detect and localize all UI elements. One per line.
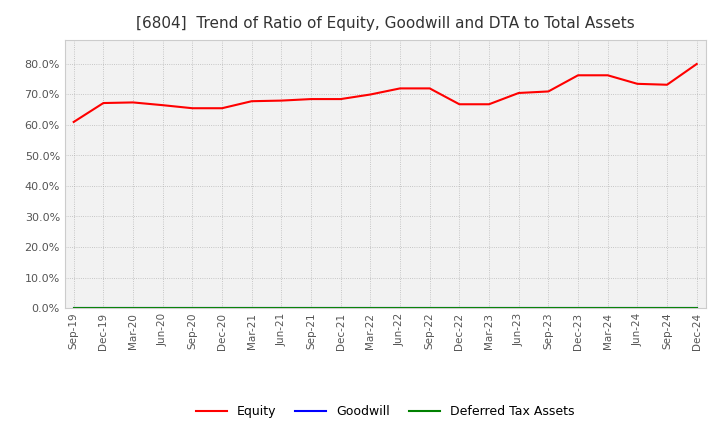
Equity <box>485 102 493 107</box>
Goodwill <box>485 305 493 311</box>
Deferred Tax Assets <box>336 305 345 311</box>
Deferred Tax Assets <box>485 305 493 311</box>
Equity <box>129 100 138 105</box>
Equity <box>158 103 167 108</box>
Equity <box>336 96 345 102</box>
Deferred Tax Assets <box>633 305 642 311</box>
Equity <box>396 86 405 91</box>
Deferred Tax Assets <box>307 305 315 311</box>
Goodwill <box>129 305 138 311</box>
Line: Equity: Equity <box>73 64 697 122</box>
Deferred Tax Assets <box>662 305 671 311</box>
Goodwill <box>307 305 315 311</box>
Equity <box>277 98 286 103</box>
Equity <box>633 81 642 87</box>
Goodwill <box>217 305 226 311</box>
Deferred Tax Assets <box>574 305 582 311</box>
Goodwill <box>248 305 256 311</box>
Goodwill <box>426 305 434 311</box>
Deferred Tax Assets <box>69 305 78 311</box>
Goodwill <box>69 305 78 311</box>
Equity <box>99 100 108 106</box>
Equity <box>574 73 582 78</box>
Goodwill <box>396 305 405 311</box>
Deferred Tax Assets <box>603 305 612 311</box>
Goodwill <box>544 305 553 311</box>
Goodwill <box>662 305 671 311</box>
Deferred Tax Assets <box>396 305 405 311</box>
Equity <box>514 90 523 95</box>
Equity <box>217 106 226 111</box>
Deferred Tax Assets <box>544 305 553 311</box>
Goodwill <box>514 305 523 311</box>
Deferred Tax Assets <box>248 305 256 311</box>
Deferred Tax Assets <box>129 305 138 311</box>
Goodwill <box>99 305 108 311</box>
Equity <box>455 102 464 107</box>
Deferred Tax Assets <box>217 305 226 311</box>
Legend: Equity, Goodwill, Deferred Tax Assets: Equity, Goodwill, Deferred Tax Assets <box>191 400 580 423</box>
Goodwill <box>603 305 612 311</box>
Equity <box>662 82 671 88</box>
Equity <box>188 106 197 111</box>
Deferred Tax Assets <box>426 305 434 311</box>
Equity <box>693 61 701 66</box>
Deferred Tax Assets <box>188 305 197 311</box>
Goodwill <box>277 305 286 311</box>
Deferred Tax Assets <box>277 305 286 311</box>
Deferred Tax Assets <box>366 305 374 311</box>
Equity <box>307 96 315 102</box>
Goodwill <box>574 305 582 311</box>
Goodwill <box>188 305 197 311</box>
Title: [6804]  Trend of Ratio of Equity, Goodwill and DTA to Total Assets: [6804] Trend of Ratio of Equity, Goodwil… <box>136 16 634 32</box>
Deferred Tax Assets <box>514 305 523 311</box>
Equity <box>603 73 612 78</box>
Equity <box>544 89 553 94</box>
Equity <box>248 99 256 104</box>
Goodwill <box>366 305 374 311</box>
Goodwill <box>336 305 345 311</box>
Deferred Tax Assets <box>158 305 167 311</box>
Goodwill <box>633 305 642 311</box>
Goodwill <box>455 305 464 311</box>
Equity <box>366 92 374 97</box>
Goodwill <box>693 305 701 311</box>
Goodwill <box>158 305 167 311</box>
Equity <box>426 86 434 91</box>
Equity <box>69 119 78 125</box>
Deferred Tax Assets <box>99 305 108 311</box>
Deferred Tax Assets <box>693 305 701 311</box>
Deferred Tax Assets <box>455 305 464 311</box>
